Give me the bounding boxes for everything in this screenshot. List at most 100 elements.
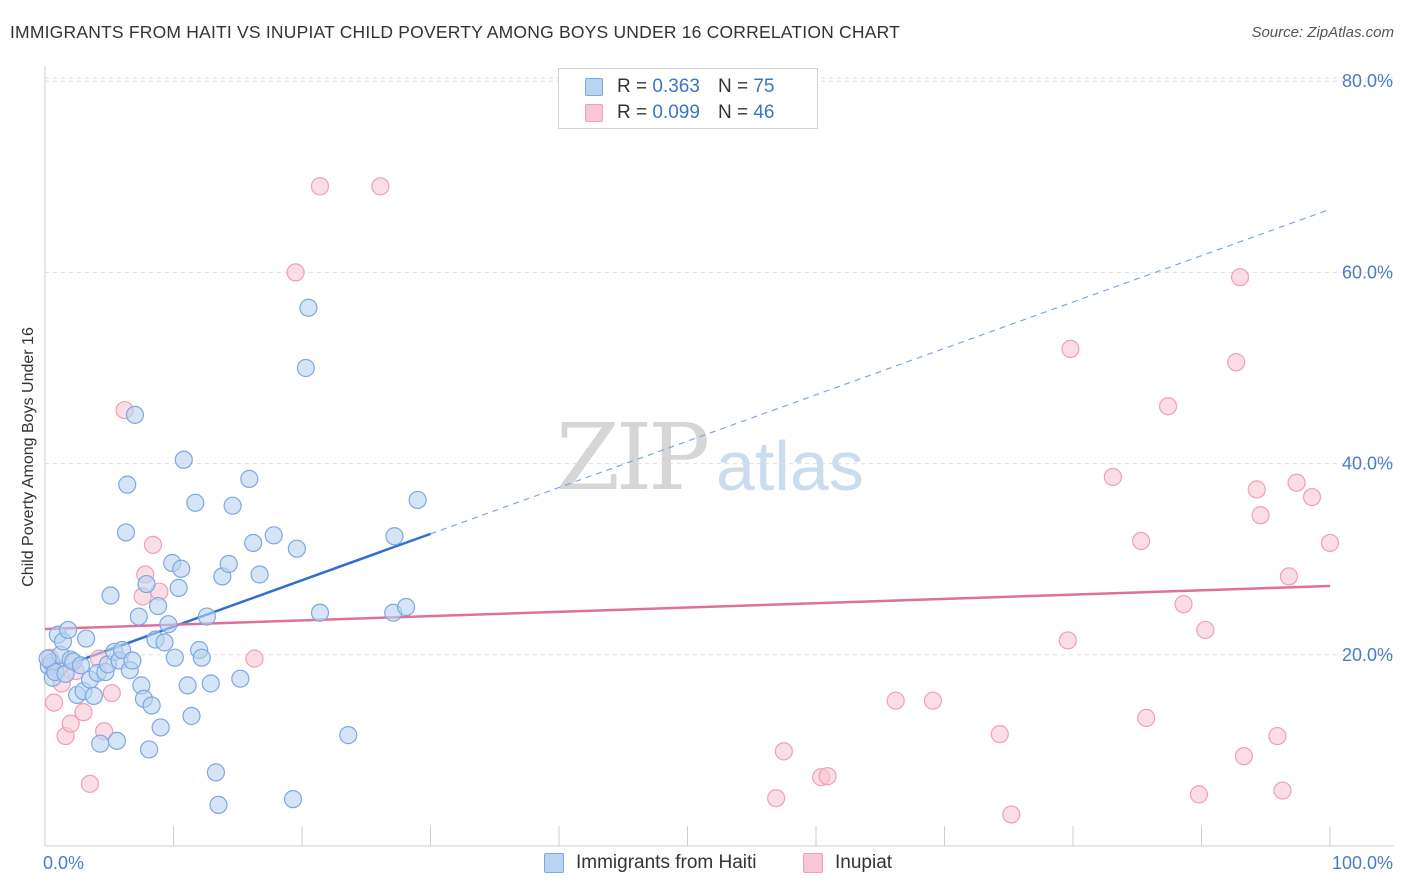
point-haiti — [101, 586, 120, 605]
trend-lines — [44, 208, 1331, 675]
point-haiti — [197, 607, 217, 626]
point-haiti — [244, 533, 263, 553]
point-inupiat — [143, 535, 163, 554]
point-haiti — [155, 633, 174, 652]
point-inupiat — [818, 767, 837, 786]
point-inupiat — [74, 703, 93, 722]
legend-label-inupiat: Inupiat — [835, 852, 893, 873]
legend-r-label: R = — [617, 76, 648, 97]
y-tick-label: 60.0% — [1342, 262, 1393, 282]
point-haiti — [139, 740, 159, 759]
point-haiti — [264, 526, 283, 545]
source-label: Source: ZipAtlas.com — [1251, 24, 1394, 41]
legend-n-value: 75 — [753, 76, 775, 97]
point-haiti — [118, 475, 137, 494]
point-haiti — [84, 686, 103, 706]
point-haiti — [91, 734, 110, 753]
point-haiti — [231, 669, 250, 688]
point-haiti — [283, 790, 303, 809]
point-haiti — [408, 490, 427, 510]
y-tick-label: 20.0% — [1342, 645, 1393, 665]
legend-r-label: R = — [617, 102, 648, 123]
point-inupiat — [1137, 708, 1156, 727]
point-haiti — [287, 539, 306, 558]
point-haiti — [137, 574, 156, 594]
point-haiti — [250, 565, 269, 584]
point-haiti — [240, 469, 259, 488]
tick-labels: 20.0% 40.0% 60.0% 80.0% 0.0% 100.0% — [43, 71, 1393, 873]
point-inupiat — [1196, 620, 1215, 640]
watermark-atlas: atlas — [716, 427, 864, 505]
point-haiti — [223, 496, 242, 515]
legend-swatch-inupiat — [585, 104, 603, 122]
point-inupiat — [990, 725, 1009, 744]
legend-r-value: 0.363 — [652, 76, 700, 97]
point-inupiat — [1302, 487, 1322, 507]
point-inupiat — [1230, 268, 1250, 287]
point-inupiat — [80, 774, 100, 793]
legend-swatch-haiti — [544, 853, 564, 873]
x-tick-label: 0.0% — [43, 853, 84, 873]
y-tick-label: 40.0% — [1342, 454, 1393, 474]
point-haiti — [151, 718, 170, 737]
point-inupiat — [1234, 747, 1254, 766]
point-inupiat — [1158, 397, 1178, 416]
legend-item-haiti[interactable]: Immigrants from Haiti — [544, 852, 757, 874]
point-haiti — [396, 597, 416, 617]
point-inupiat — [1247, 480, 1266, 499]
point-haiti — [186, 493, 205, 512]
point-haiti — [107, 731, 127, 750]
grid-lines — [45, 77, 1394, 656]
point-haiti — [125, 405, 145, 424]
point-haiti — [296, 358, 315, 378]
legend-n-label: N = — [717, 102, 749, 123]
point-haiti — [339, 726, 358, 745]
legend-label-haiti: Immigrants from Haiti — [576, 852, 757, 873]
point-haiti — [201, 674, 220, 693]
point-haiti — [172, 559, 191, 578]
point-haiti — [59, 620, 78, 640]
point-haiti — [206, 763, 226, 782]
point-inupiat — [371, 177, 390, 196]
point-inupiat — [1103, 467, 1122, 487]
y-axis-label: Child Poverty Among Boys Under 16 — [20, 327, 37, 587]
trend-line-haiti-extrapolated — [430, 208, 1331, 535]
point-inupiat — [923, 691, 943, 710]
legend-row-inupiat: R = 0.099 N = 46 — [585, 101, 774, 125]
point-haiti — [299, 298, 318, 317]
point-haiti — [219, 554, 238, 574]
legend-n-value: 46 — [753, 102, 775, 123]
point-haiti — [209, 795, 228, 814]
point-inupiat — [1132, 531, 1151, 551]
point-haiti — [129, 607, 148, 626]
legend-item-inupiat[interactable]: Inupiat — [803, 852, 892, 874]
point-inupiat — [774, 742, 793, 761]
x-tick-label: 100.0% — [1332, 853, 1393, 873]
point-haiti — [310, 603, 330, 622]
point-inupiat — [1058, 631, 1077, 650]
point-inupiat — [102, 683, 121, 703]
point-inupiat — [767, 789, 786, 808]
data-points — [38, 177, 1340, 824]
legend-n-label: N = — [717, 76, 749, 97]
point-haiti — [178, 676, 197, 695]
point-haiti — [174, 450, 193, 469]
point-haiti — [123, 651, 142, 670]
point-inupiat — [1251, 506, 1270, 525]
point-inupiat — [310, 177, 330, 196]
point-inupiat — [44, 693, 64, 712]
point-haiti — [148, 596, 168, 616]
watermark-zip: ZIP — [556, 404, 710, 511]
legend-r-value: 0.099 — [652, 102, 700, 123]
point-haiti — [71, 656, 91, 675]
point-inupiat — [1279, 567, 1298, 586]
point-inupiat — [1320, 533, 1340, 553]
point-inupiat — [245, 649, 264, 668]
y-tick-label: 80.0% — [1342, 71, 1393, 91]
point-inupiat — [1061, 339, 1080, 358]
point-inupiat — [1227, 353, 1246, 372]
point-haiti — [385, 527, 404, 546]
point-haiti — [116, 523, 136, 542]
legend-row-haiti: R = 0.363 N = 75 — [585, 75, 774, 99]
